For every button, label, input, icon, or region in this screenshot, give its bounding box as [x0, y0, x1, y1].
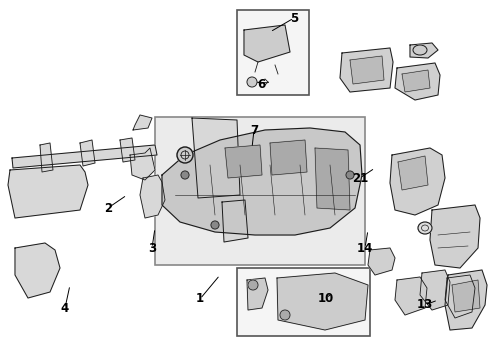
Polygon shape — [15, 243, 60, 298]
Polygon shape — [367, 248, 394, 275]
Polygon shape — [314, 148, 349, 210]
Polygon shape — [394, 277, 426, 315]
Text: 7: 7 — [249, 123, 258, 136]
Polygon shape — [40, 143, 53, 172]
Polygon shape — [8, 165, 88, 218]
Text: 5: 5 — [289, 12, 298, 24]
Ellipse shape — [417, 222, 431, 234]
Polygon shape — [162, 128, 361, 235]
Ellipse shape — [412, 45, 426, 55]
Bar — [237, 268, 369, 336]
Polygon shape — [429, 205, 479, 268]
Bar — [155, 117, 364, 265]
Polygon shape — [12, 145, 157, 168]
Polygon shape — [140, 175, 164, 218]
Polygon shape — [394, 63, 439, 100]
Polygon shape — [444, 270, 486, 330]
Bar — [237, 10, 308, 95]
Text: 1: 1 — [196, 292, 203, 306]
Polygon shape — [130, 148, 155, 180]
Polygon shape — [409, 43, 437, 58]
Circle shape — [177, 147, 193, 163]
Polygon shape — [444, 275, 474, 318]
Text: 13: 13 — [416, 298, 432, 311]
Polygon shape — [244, 25, 289, 62]
Polygon shape — [192, 118, 240, 198]
Circle shape — [181, 171, 189, 179]
Text: 14: 14 — [356, 242, 372, 255]
Polygon shape — [80, 140, 95, 166]
Polygon shape — [246, 278, 267, 310]
Circle shape — [246, 77, 257, 87]
Polygon shape — [276, 273, 367, 330]
Polygon shape — [339, 48, 392, 92]
Text: 21: 21 — [351, 171, 367, 184]
Polygon shape — [451, 280, 479, 312]
Text: 3: 3 — [148, 242, 156, 255]
Circle shape — [247, 280, 258, 290]
Polygon shape — [299, 285, 345, 320]
Polygon shape — [133, 115, 152, 130]
Polygon shape — [269, 140, 306, 175]
Polygon shape — [120, 138, 135, 162]
Text: 2: 2 — [104, 202, 112, 215]
Circle shape — [210, 221, 219, 229]
Text: 4: 4 — [61, 302, 69, 315]
Polygon shape — [222, 200, 247, 242]
Polygon shape — [224, 145, 262, 178]
Polygon shape — [397, 156, 427, 190]
Text: 10: 10 — [317, 292, 333, 305]
Polygon shape — [349, 56, 383, 84]
Polygon shape — [389, 148, 444, 215]
Polygon shape — [419, 270, 449, 310]
Text: 6: 6 — [256, 77, 264, 90]
Circle shape — [346, 171, 353, 179]
Circle shape — [280, 310, 289, 320]
Polygon shape — [401, 70, 429, 92]
